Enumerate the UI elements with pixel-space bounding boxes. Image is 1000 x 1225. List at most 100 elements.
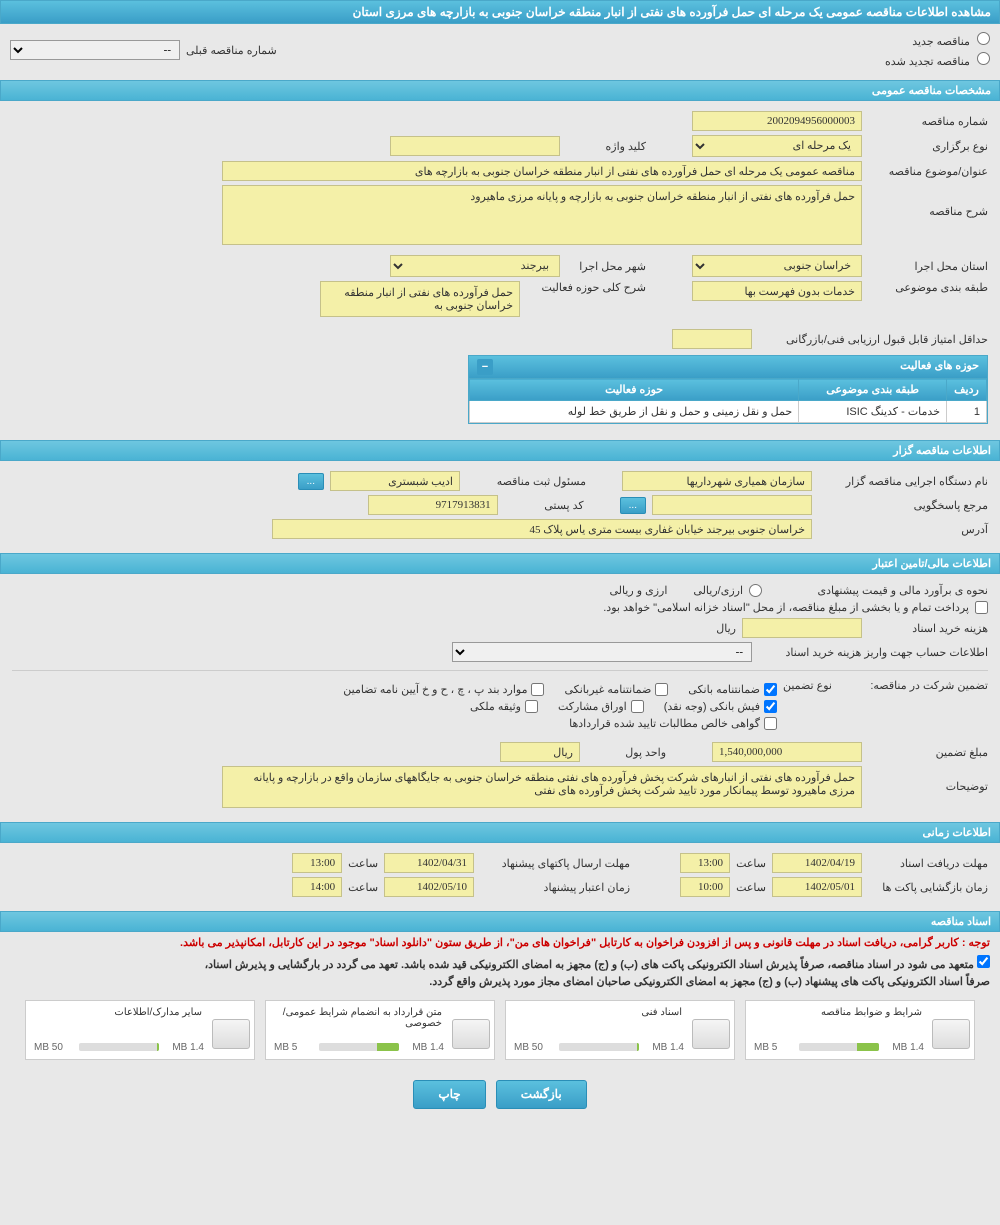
keyword-input[interactable] [390,136,560,156]
type-select[interactable]: یک مرحله ای [692,135,862,157]
account-select[interactable]: -- [452,642,752,662]
prev-number-label: شماره مناقصه قبلی [186,44,277,57]
doc-card[interactable]: متن قرارداد به انضمام شرایط عمومی/خصوصی … [265,1000,495,1060]
section-documents: اسناد مناقصه [0,911,1000,932]
province-select[interactable]: خراسان جنوبی [692,255,862,277]
min-score-input[interactable] [672,329,752,349]
radio-renewed-label: مناقصه تجدید شده [885,56,970,68]
notes-label: توضیحات [868,766,988,793]
treasury-note: پرداخت تمام و یا بخشی از مبلغ مناقصه، از… [603,601,969,614]
folder-icon [452,1019,490,1049]
submit-label: مهلت ارسال پاکتهای پیشنهاد [480,857,630,870]
doc-title: اسناد فنی [512,1007,728,1018]
back-button[interactable]: بازگشت [496,1080,587,1109]
open-time[interactable] [680,877,730,897]
amount-input[interactable] [712,742,862,762]
col-scope: حوزه فعالیت [470,379,799,401]
reg-official-input[interactable] [330,471,460,491]
submit-time[interactable] [292,853,342,873]
radio-renewed-tender[interactable] [977,52,990,65]
radio-new-tender[interactable] [977,32,990,45]
doc-title: سایر مدارک/اطلاعات [32,1007,248,1018]
doc-limit: 50 MB [34,1042,63,1053]
address-label: آدرس [818,523,988,536]
receive-date[interactable] [772,853,862,873]
col-row: ردیف [947,379,987,401]
print-button[interactable]: چاپ [413,1080,485,1109]
submit-date[interactable] [384,853,474,873]
unit-label: واحد پول [586,746,666,759]
activity-table: حوزه های فعالیت − ردیف طبقه بندی موضوعی … [468,355,988,424]
chk-property[interactable] [525,700,538,713]
section-financial: اطلاعات مالی/تامین اعتبار [0,553,1000,574]
scope-label: شرح کلی حوزه فعالیت [526,281,646,294]
table-row: 1 خدمات - کدینگ ISIC حمل و نقل زمینی و ح… [470,401,987,423]
activity-title: حوزه های فعالیت [900,359,979,375]
category-input[interactable] [692,281,862,301]
tender-number-label: شماره مناقصه [868,115,988,128]
collapse-icon[interactable]: − [477,359,493,375]
subject-label: عنوان/موضوع مناقصه [868,165,988,178]
desc-textarea[interactable] [222,185,862,245]
validity-time[interactable] [292,877,342,897]
desc-label: شرح مناقصه [868,185,988,218]
unit-input[interactable] [500,742,580,762]
doc-cost-label: هزینه خرید اسناد [868,622,988,635]
doc-bar [559,1043,639,1051]
estimate-label: نحوه ی برآورد مالی و قیمت پیشنهادی [768,584,988,597]
tender-number-input[interactable] [692,111,862,131]
riyal-label: ریال [716,622,736,635]
chk-cert[interactable] [764,717,777,730]
open-label: زمان بازگشایی پاکت ها [868,881,988,894]
org-input[interactable] [622,471,812,491]
ellipsis-button[interactable]: ... [298,473,324,490]
chk-nonbank[interactable] [655,683,668,696]
chk-securities[interactable] [631,700,644,713]
doc-card[interactable]: شرایط و ضوابط مناقصه 1.4 MB 5 MB [745,1000,975,1060]
prev-number-select[interactable]: -- [10,40,180,60]
doc-bar [79,1043,159,1051]
col-category: طبقه بندی موضوعی [799,379,947,401]
info-text-2: صرفاً اسناد الکترونیکی پاکت های پیشنهاد … [0,973,1000,990]
treasury-checkbox[interactable] [975,601,988,614]
postal-input[interactable] [368,495,498,515]
subject-input[interactable] [222,161,862,181]
address-input[interactable] [272,519,812,539]
chk-bank[interactable] [764,683,777,696]
min-score-label: حداقل امتیاز قابل قبول ارزیابی فنی/بازرگ… [758,333,988,346]
postal-label: کد پستی [504,499,584,512]
receive-time[interactable] [680,853,730,873]
chk-cash[interactable] [764,700,777,713]
doc-cost-input[interactable] [742,618,862,638]
time-label-1: ساعت [736,857,766,870]
doc-limit: 50 MB [514,1042,543,1053]
ellipsis-button-2[interactable]: ... [620,497,646,514]
doc-card[interactable]: اسناد فنی 1.4 MB 50 MB [505,1000,735,1060]
doc-card[interactable]: سایر مدارک/اطلاعات 1.4 MB 50 MB [25,1000,255,1060]
radio-arz-riyal[interactable] [749,584,762,597]
folder-icon [932,1019,970,1049]
guarantee-label: تضمین شرکت در مناقصه: [838,679,988,692]
notes-textarea[interactable] [222,766,862,808]
doc-title: شرایط و ضوابط مناقصه [752,1007,968,1018]
response-input[interactable] [652,495,812,515]
radio-new-label: مناقصه جدید [912,36,970,48]
time-label-4: ساعت [348,881,378,894]
validity-date[interactable] [384,877,474,897]
arz-riyal-label: ارزی/ریالی [693,584,743,597]
open-date[interactable] [772,877,862,897]
doc-size: 1.4 MB [892,1042,924,1053]
section-organizer: اطلاعات مناقصه گزار [0,440,1000,461]
receive-label: مهلت دریافت اسناد [868,857,988,870]
chk-bond[interactable] [531,683,544,696]
doc-size: 1.4 MB [412,1042,444,1053]
commitment-checkbox[interactable] [977,955,990,968]
doc-size: 1.4 MB [172,1042,204,1053]
city-select[interactable]: بیرجند [390,255,560,277]
account-label: اطلاعات حساب جهت واریز هزینه خرید اسناد [758,646,988,659]
scope-textarea[interactable] [320,281,520,317]
section-timing: اطلاعات زمانی [0,822,1000,843]
doc-limit: 5 MB [754,1042,777,1053]
warning-text: توجه : کاربر گرامی، دریافت اسناد در مهلت… [0,932,1000,953]
org-label: نام دستگاه اجرایی مناقصه گزار [818,475,988,488]
